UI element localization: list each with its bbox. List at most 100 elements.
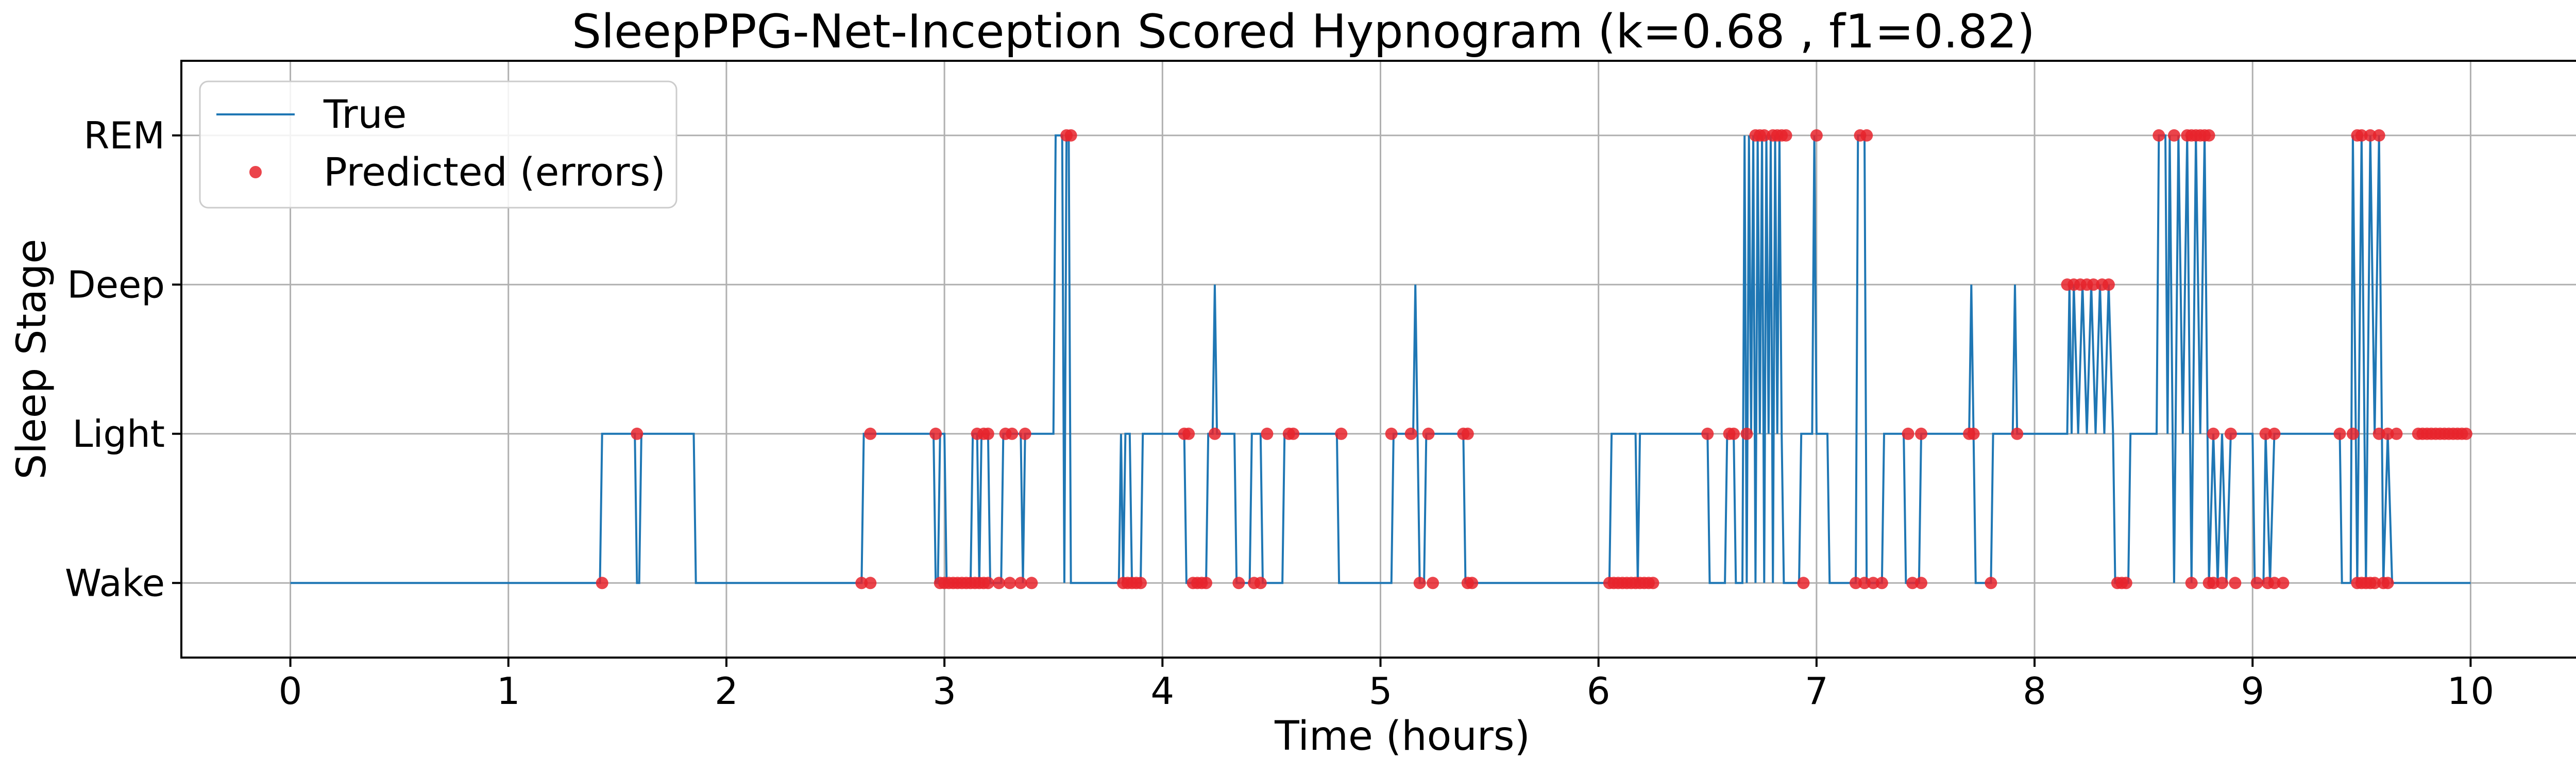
- x-tick-label: 10: [2447, 669, 2495, 713]
- legend: True Predicted (errors): [199, 80, 677, 209]
- predicted-error-point: [1461, 427, 1474, 440]
- predicted-error-point: [2368, 577, 2381, 590]
- predicted-error-point: [1025, 577, 1038, 590]
- predicted-error-point: [2372, 129, 2385, 142]
- predicted-error-point: [1647, 577, 1659, 590]
- predicted-error-point: [1208, 427, 1221, 440]
- predicted-error-point: [864, 427, 877, 440]
- predicted-error-point: [1335, 427, 1348, 440]
- predicted-error-point: [1727, 427, 1740, 440]
- x-tick-label: 2: [715, 669, 738, 713]
- predicted-error-point: [981, 577, 994, 590]
- predicted-error-point: [1701, 427, 1714, 440]
- predicted-error-point: [1758, 129, 1771, 142]
- predicted-error-point: [1385, 427, 1398, 440]
- y-axis-label: Sleep Stage: [9, 239, 55, 480]
- predicted-error-point: [2011, 427, 2024, 440]
- predicted-error-point: [2381, 427, 2394, 440]
- predicted-error-point: [2277, 577, 2290, 590]
- predicted-error-point: [1915, 427, 1927, 440]
- predicted-error-point: [1867, 577, 1879, 590]
- axis-ticks: 0 1 2 3 4 5 6 7 8 9 10 Wake Light Deep REM: [65, 114, 2494, 713]
- predicted-error-point: [1466, 577, 1479, 590]
- predicted-error-point: [1902, 427, 1914, 440]
- predicted-error-point: [1182, 427, 1195, 440]
- predicted-error-point: [1134, 577, 1147, 590]
- y-tick-label: Light: [72, 412, 165, 456]
- predicted-error-point: [2224, 427, 2237, 440]
- predicted-error-point: [1850, 577, 1862, 590]
- x-axis-label: Time (hours): [1274, 713, 1530, 760]
- predicted-error-point: [2364, 129, 2377, 142]
- predicted-error-point: [2268, 577, 2281, 590]
- predicted-error-point: [2259, 427, 2272, 440]
- predicted-error-point: [1780, 129, 1792, 142]
- x-tick-label: 4: [1150, 669, 1174, 713]
- predicted-error-point: [1860, 129, 1873, 142]
- predicted-error-point: [596, 577, 608, 590]
- predicted-error-point: [2355, 129, 2368, 142]
- y-tick-label: Deep: [67, 263, 165, 306]
- predicted-error-point: [2087, 278, 2100, 291]
- predicted-error-point: [1858, 577, 1871, 590]
- chart-title: SleepPPG-Net-Inception Scored Hypnogram …: [572, 5, 2035, 59]
- x-tick-label: 6: [1587, 669, 1611, 713]
- predicted-error-point: [2207, 577, 2220, 590]
- predicted-error-point: [1906, 577, 1919, 590]
- predicted-error-point: [1422, 427, 1435, 440]
- predicted-error-point: [1985, 577, 1997, 590]
- predicted-error-point: [1200, 577, 1212, 590]
- predicted-error-point: [2268, 427, 2281, 440]
- predicted-error-point: [2202, 129, 2215, 142]
- predicted-error-point: [1232, 577, 1245, 590]
- predicted-error-point: [981, 427, 994, 440]
- predicted-error-point: [1404, 427, 1417, 440]
- predicted-error-point: [1019, 427, 1031, 440]
- predicted-error-point: [2120, 577, 2132, 590]
- predicted-error-point: [864, 577, 877, 590]
- predicted-error-point: [929, 427, 942, 440]
- true-hypnogram-line: [290, 134, 2471, 584]
- legend-errors-marker-swatch: [249, 166, 262, 178]
- predicted-error-point: [2250, 577, 2263, 590]
- predicted-error-point: [1427, 577, 1439, 590]
- predicted-error-point: [2229, 577, 2242, 590]
- x-tick-label: 8: [2023, 669, 2046, 713]
- x-tick-label: 0: [279, 669, 302, 713]
- predicted-error-point: [2460, 427, 2472, 440]
- x-tick-label: 9: [2241, 669, 2264, 713]
- legend-true-label: True: [323, 91, 406, 137]
- x-tick-label: 3: [933, 669, 956, 713]
- predicted-error-point: [1064, 129, 1077, 142]
- predicted-error-point: [2372, 427, 2385, 440]
- predicted-error-point: [1875, 577, 1888, 590]
- x-tick-label: 7: [1805, 669, 1828, 713]
- predicted-error-point: [2216, 577, 2228, 590]
- x-tick-label: 5: [1369, 669, 1393, 713]
- predicted-error-point: [855, 577, 868, 590]
- predicted-error-point: [1261, 427, 1274, 440]
- predicted-error-point: [2153, 129, 2165, 142]
- predicted-error-point: [1797, 577, 1810, 590]
- legend-errors-label: Predicted (errors): [324, 149, 666, 195]
- y-tick-label: REM: [83, 114, 165, 157]
- predicted-error-point: [1006, 427, 1019, 440]
- predicted-error-point: [2207, 427, 2220, 440]
- predicted-error-point: [1014, 577, 1027, 590]
- predicted-error-point: [2346, 427, 2359, 440]
- predicted-error-point: [1254, 577, 1267, 590]
- predicted-error-point: [1413, 577, 1426, 590]
- plot-area: [290, 129, 2472, 590]
- predicted-error-point: [2167, 129, 2180, 142]
- predicted-error-point: [2102, 278, 2115, 291]
- predicted-error-point: [2390, 427, 2403, 440]
- predicted-error-point: [1967, 427, 1980, 440]
- predicted-error-point: [992, 577, 1005, 590]
- predicted-error-point: [1810, 129, 1823, 142]
- predicted-error-point: [1287, 427, 1300, 440]
- predicted-error-point: [2381, 577, 2394, 590]
- predicted-error-point: [2333, 427, 2346, 440]
- predicted-error-point: [2185, 577, 2198, 590]
- predicted-error-point: [1004, 577, 1016, 590]
